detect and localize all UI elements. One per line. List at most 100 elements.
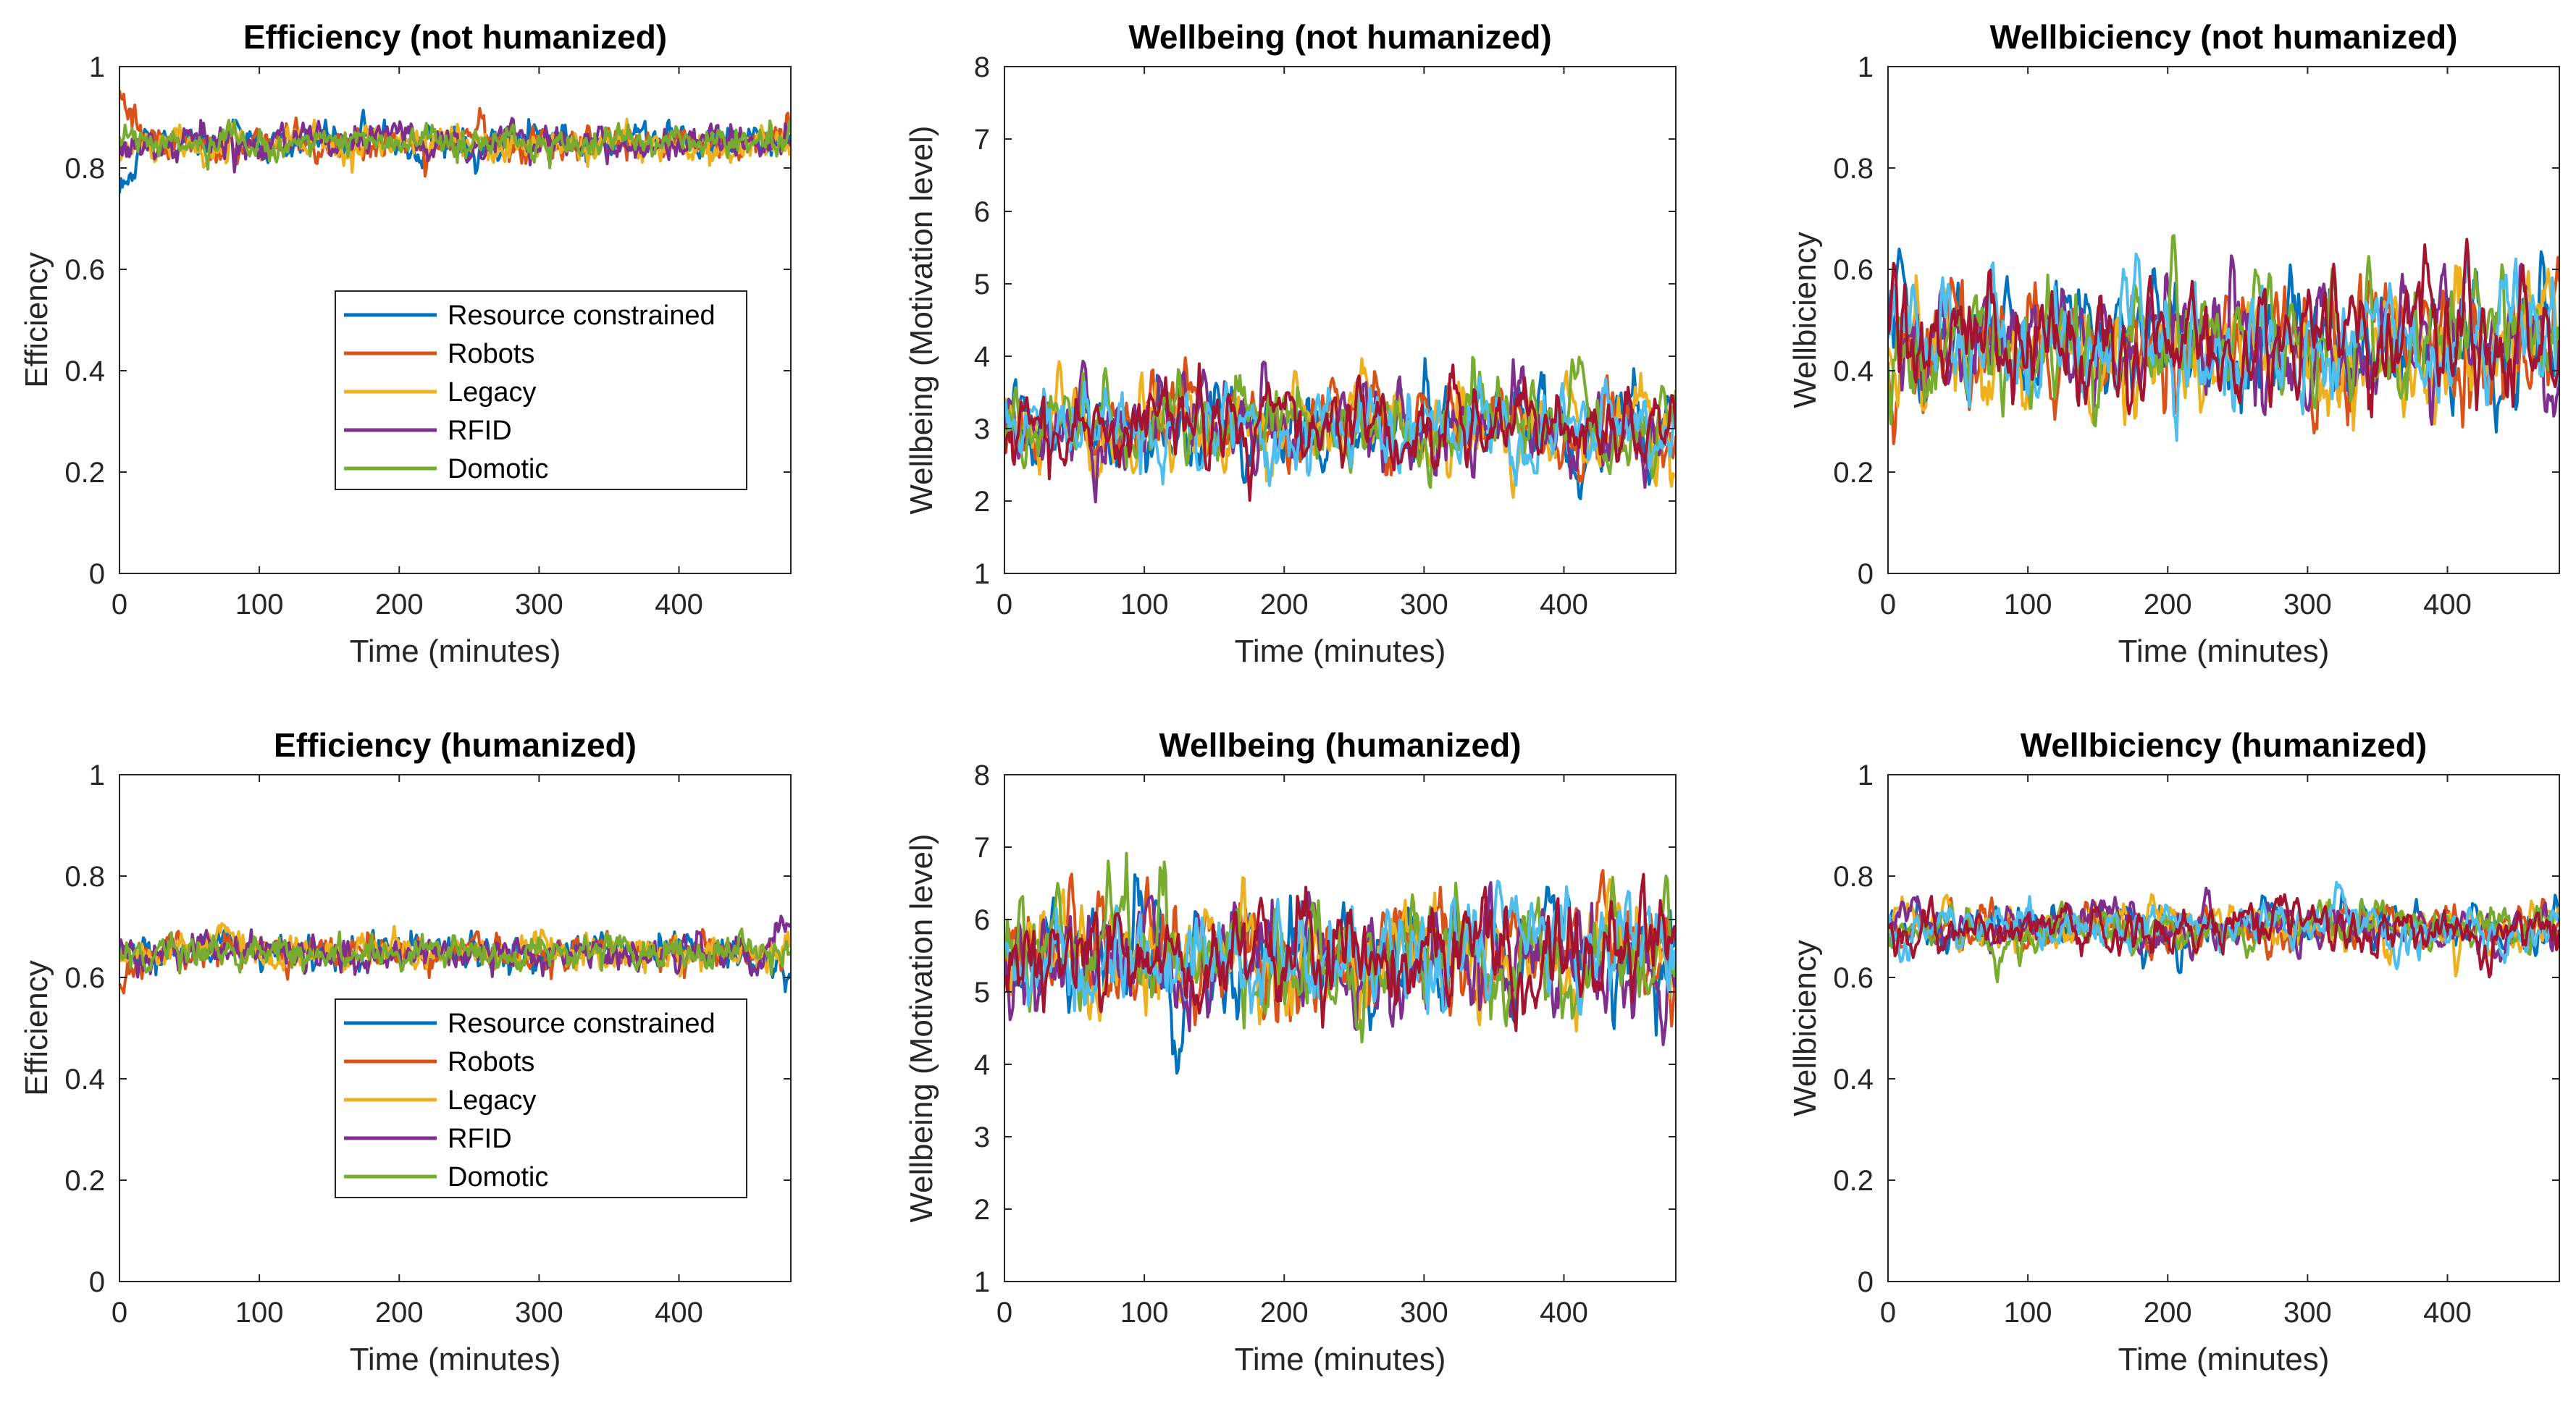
series-group — [1888, 234, 2559, 445]
x-axis-label: Time (minutes) — [350, 1342, 561, 1377]
x-tick-label: 200 — [1260, 1297, 1309, 1329]
legend-label: Resource constrained — [448, 1009, 716, 1039]
subplot-1: 0 100 200 300 400 0 0.2 0.4 0.6 0.8 1 Efficiency (n… — [19, 18, 792, 669]
x-tick-label: 100 — [1120, 589, 1169, 620]
legend-label: Resource constrained — [448, 300, 716, 331]
y-tick-label: 0.4 — [64, 355, 105, 387]
y-tick-label: 7 — [974, 124, 990, 156]
y-tick-label: 4 — [974, 1049, 990, 1081]
legend-label: Legacy — [448, 1085, 537, 1116]
y-tick-label: 0.6 — [64, 254, 105, 286]
legend: Resource constrained Robots Legacy RFID Domo… — [335, 998, 747, 1198]
y-tick-label: 2 — [974, 1194, 990, 1226]
series-line-series-7 — [1004, 872, 1676, 1032]
chart-title: Wellbiciency (humanized) — [2021, 726, 2427, 764]
y-axis-label: Wellbiciency — [1787, 232, 1823, 408]
x-axis-label: Time (minutes) — [1235, 1342, 1446, 1377]
x-tick-label: 0 — [1880, 589, 1896, 620]
legend-label: RFID — [448, 416, 512, 446]
axes-frame — [119, 774, 792, 1282]
y-tick-label: 3 — [974, 1122, 990, 1153]
y-tick-label: 7 — [974, 832, 990, 864]
legend-label: Robots — [448, 1047, 534, 1077]
y-axis-label: Wellbeing (Motivation level) — [904, 833, 939, 1222]
y-tick-label: 8 — [974, 51, 990, 83]
y-tick-label: 8 — [974, 760, 990, 791]
series-line-series-7 — [1004, 362, 1676, 502]
series-line-series-6 — [1004, 879, 1676, 1016]
series-line-domotic — [119, 119, 791, 171]
axes-frame — [1887, 66, 2560, 574]
y-tick-label: 6 — [974, 196, 990, 228]
y-tick-label: 0.4 — [1833, 355, 1874, 387]
y-tick-label: 1 — [89, 51, 105, 83]
x-tick-label: 300 — [515, 1297, 563, 1329]
series-line-resource-constrained — [119, 928, 791, 993]
x-tick-label: 0 — [1880, 1297, 1896, 1329]
y-axis-label: Wellbeing (Motivation level) — [904, 125, 939, 514]
x-tick-label: 0 — [997, 1297, 1012, 1329]
y-tick-label: 0.4 — [1833, 1064, 1874, 1095]
series-group — [1004, 851, 1676, 1075]
y-tick-label: 1 — [974, 558, 990, 590]
x-tick-label: 100 — [235, 589, 284, 620]
x-tick-label: 0 — [112, 589, 127, 620]
x-tick-label: 100 — [2004, 1297, 2052, 1329]
subplot-3: 0 100 200 300 400 0 0.2 0.4 0.6 0.8 1 Wellbiciency … — [1787, 18, 2560, 669]
x-axis-label: Time (minutes) — [2118, 1342, 2330, 1377]
x-tick-label: 100 — [2004, 589, 2052, 620]
axes-frame — [1887, 774, 2560, 1282]
x-tick-label: 400 — [655, 1297, 703, 1329]
x-tick-label: 0 — [997, 589, 1012, 620]
legend-label: Domotic — [448, 1162, 548, 1192]
axes-frame — [1004, 774, 1677, 1282]
x-tick-label: 200 — [1260, 589, 1309, 620]
x-tick-label: 100 — [1120, 1297, 1169, 1329]
legend-label: Robots — [448, 339, 534, 369]
y-tick-label: 0.8 — [1833, 861, 1874, 893]
y-tick-label: 6 — [974, 904, 990, 936]
series-group — [1004, 355, 1676, 504]
x-tick-label: 300 — [2283, 1297, 2332, 1329]
series-line-series-7 — [1888, 893, 2559, 979]
x-tick-label: 300 — [2283, 589, 2332, 620]
subplot-6: 0 100 200 300 400 0 0.2 0.4 0.6 0.8 1 Wellbiciency … — [1787, 726, 2560, 1377]
y-axis-label: Efficiency — [19, 252, 54, 388]
x-tick-label: 400 — [655, 589, 703, 620]
legend: Resource constrained Robots Legacy RFID Domo… — [335, 290, 747, 490]
y-tick-label: 0.8 — [64, 861, 105, 893]
x-tick-label: 0 — [112, 1297, 127, 1329]
y-tick-label: 0.6 — [64, 962, 105, 994]
plot-area — [1004, 775, 1676, 1282]
y-tick-label: 1 — [89, 760, 105, 791]
chart-title: Wellbeing (not humanized) — [1128, 18, 1551, 56]
subplot-2: 0 100 200 300 400 1 2 3 4 5 6 7 8 Wellbeing (not huma… — [904, 18, 1677, 669]
x-tick-label: 400 — [1540, 1297, 1588, 1329]
y-axis-label: Wellbiciency — [1787, 940, 1823, 1116]
legend-label: Legacy — [448, 377, 537, 408]
x-tick-label: 200 — [2144, 589, 2192, 620]
chart-title: Efficiency (humanized) — [274, 726, 637, 764]
y-tick-label: 5 — [974, 977, 990, 1009]
y-tick-label: 1 — [1858, 760, 1874, 791]
y-tick-label: 0.8 — [1833, 153, 1874, 185]
y-tick-label: 0 — [1858, 558, 1874, 590]
series-group — [119, 90, 791, 194]
plot-area — [1888, 775, 2559, 1282]
x-tick-label: 400 — [2423, 1297, 2472, 1329]
y-tick-label: 0 — [89, 1266, 105, 1298]
y-tick-label: 0 — [89, 558, 105, 590]
chart-title: Wellbeing (humanized) — [1159, 726, 1521, 764]
x-tick-label: 200 — [375, 589, 424, 620]
axes-frame — [119, 66, 792, 574]
x-axis-label: Time (minutes) — [1235, 634, 1446, 669]
x-tick-label: 100 — [235, 1297, 284, 1329]
series-group — [119, 914, 791, 995]
y-tick-label: 1 — [974, 1266, 990, 1298]
y-tick-label: 0.2 — [64, 457, 105, 489]
x-tick-label: 400 — [1540, 589, 1588, 620]
y-tick-label: 0.6 — [1833, 962, 1874, 994]
y-tick-label: 0.8 — [64, 153, 105, 185]
axes-frame — [1004, 66, 1677, 574]
